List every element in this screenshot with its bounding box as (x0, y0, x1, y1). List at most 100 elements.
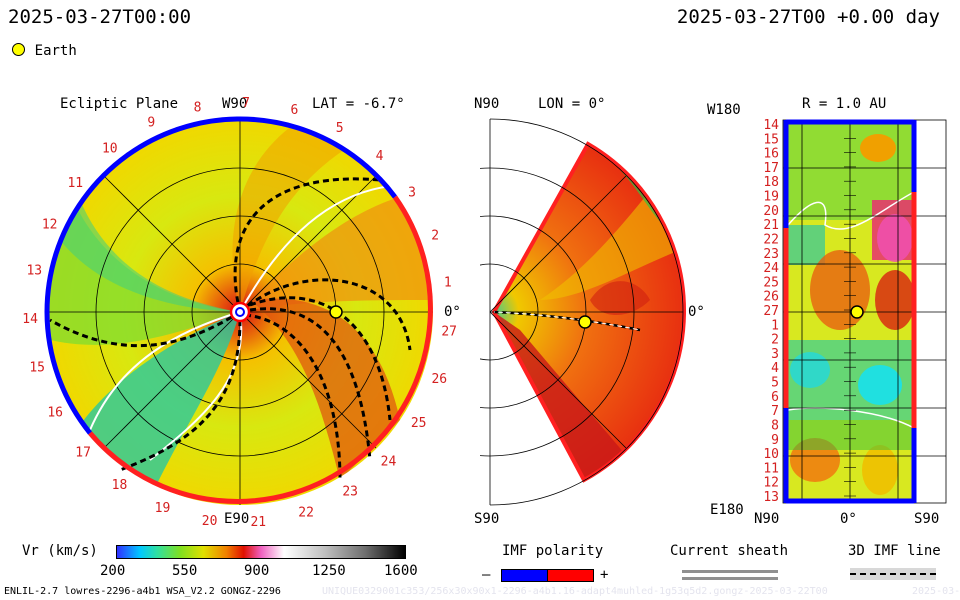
radial-sector-label: 6 (771, 390, 779, 405)
radial-sector-label: 14 (763, 118, 779, 133)
radial-sector-label: 21 (763, 218, 779, 233)
current-sheath-label: Current sheath (670, 543, 789, 559)
ecliptic-right-label: 0° (444, 304, 461, 320)
radial-sector-label: 24 (763, 261, 779, 276)
ecliptic-sector-label: 3 (408, 186, 416, 201)
ecliptic-sector-label: 7 (242, 96, 250, 111)
radial-sector-label: 7 (771, 404, 779, 419)
ecliptic-sector-label: 4 (376, 149, 384, 164)
ecliptic-sector-label: 6 (290, 103, 298, 118)
radial-bottom-n90: N90 (754, 511, 780, 527)
radial-sector-label: 3 (771, 347, 779, 362)
earth-marker-icon (12, 43, 25, 56)
meridional-plane-map (480, 118, 687, 506)
ecliptic-bottom-label: E90 (224, 511, 250, 527)
model-info: ENLIL-2.7 lowres-2296-a4b1 WSA_V2.2 GONG… (4, 586, 281, 597)
current-sheath-swatch-bottom (682, 577, 778, 580)
ecliptic-sector-label: 15 (29, 360, 45, 375)
lon-label: LON = 0° (538, 96, 606, 112)
lat-label: LAT = -6.7° (312, 96, 405, 112)
colorbar-tick-1250: 1250 (312, 563, 346, 579)
colorbar-tick-550: 550 (172, 563, 198, 579)
ecliptic-top-label: W90 (222, 96, 248, 112)
radial-sector-label: 22 (763, 233, 779, 248)
radial-sector-label: 11 (763, 461, 779, 476)
imf-polarity-plus: + (600, 567, 609, 583)
run-id-watermark: UNIQUE0329001c353/256x30x90x1-2296-a4b1.… (322, 586, 828, 597)
radial-bottom-0: 0° (840, 511, 857, 527)
radial-sector-label: 5 (771, 376, 779, 391)
ecliptic-sector-label: 17 (75, 446, 91, 461)
ecliptic-sector-label: 14 (22, 312, 38, 327)
earth-legend: Earth (12, 40, 77, 59)
ecliptic-sector-label: 13 (26, 264, 42, 279)
ecliptic-sector-label: 10 (102, 141, 118, 156)
timestamp-left: 2025-03-27T00:00 (8, 6, 192, 28)
ecliptic-sector-label: 5 (336, 121, 344, 136)
radial-map: 1415161718192021222324252627123456789101… (763, 118, 947, 505)
ecliptic-sector-label: 18 (112, 478, 128, 493)
radial-bottom-s90: S90 (914, 511, 940, 527)
ecliptic-sector-label: 19 (155, 501, 171, 516)
radial-sector-label: 16 (763, 147, 779, 162)
radial-sector-label: 26 (763, 290, 779, 305)
radial-top-left-label: W180 (707, 102, 741, 118)
colorbar-tick-900: 900 (244, 563, 270, 579)
ecliptic-sector-label: 11 (67, 176, 83, 191)
colorbar-tick-200: 200 (100, 563, 126, 579)
radial-sector-label: 15 (763, 132, 779, 147)
imf-polarity-negative-swatch (501, 569, 548, 582)
radial-sector-label: 2 (771, 333, 779, 348)
earth-marker-radial (850, 305, 864, 319)
velocity-colorbar (116, 545, 406, 559)
radial-sector-label: 27 (763, 304, 779, 319)
ecliptic-sector-label: 24 (381, 455, 397, 470)
radial-sector-label: 19 (763, 190, 779, 205)
ecliptic-sector-label: 27 (441, 324, 457, 339)
radial-bottom-left-label: E180 (710, 502, 744, 518)
ecliptic-sector-label: 16 (47, 406, 63, 421)
radial-sector-label: 8 (771, 419, 779, 434)
ecliptic-sector-label: 25 (411, 416, 427, 431)
colorbar-tick-1600: 1600 (384, 563, 418, 579)
meridional-top-label: N90 (474, 96, 500, 112)
colorbar-label: Vr (km/s) (22, 543, 98, 559)
ecliptic-sector-label: 9 (147, 116, 155, 131)
date-stamp-watermark: 2025-03-26 (912, 586, 960, 597)
imf-polarity-label: IMF polarity (502, 543, 604, 559)
imf-polarity-positive-swatch (547, 569, 594, 582)
ecliptic-sector-label: 20 (202, 514, 218, 529)
imf-polarity-minus: – (482, 567, 491, 583)
timestamp-right: 2025-03-27T00 +0.00 day (676, 6, 940, 28)
ecliptic-title: Ecliptic Plane (60, 96, 179, 112)
radius-label: R = 1.0 AU (802, 96, 887, 112)
radial-sector-label: 1 (771, 318, 779, 333)
imf-line-label: 3D IMF line (848, 543, 941, 559)
ecliptic-sector-label: 12 (42, 217, 58, 232)
ecliptic-sector-label: 1 (444, 276, 452, 291)
ecliptic-sector-label: 23 (342, 485, 358, 500)
radial-sector-label: 18 (763, 175, 779, 190)
ecliptic-sector-label: 26 (431, 372, 447, 387)
radial-sector-label: 9 (771, 433, 779, 448)
radial-sector-label: 17 (763, 161, 779, 176)
ecliptic-sector-label: 22 (298, 505, 314, 520)
radial-sector-label: 23 (763, 247, 779, 262)
earth-marker-ecliptic (329, 305, 343, 319)
radial-sector-label: 12 (763, 476, 779, 491)
radial-sector-label: 25 (763, 275, 779, 290)
meridional-bottom-label: S90 (474, 511, 500, 527)
radial-sector-label: 4 (771, 361, 779, 376)
earth-marker-meridional (578, 315, 592, 329)
current-sheath-swatch-top (682, 570, 778, 573)
radial-sector-label: 10 (763, 447, 779, 462)
earth-legend-label: Earth (34, 43, 77, 59)
radial-sector-label: 20 (763, 204, 779, 219)
radial-sector-label: 13 (763, 490, 779, 505)
ecliptic-sector-label: 2 (431, 229, 439, 244)
imf-line-swatch (850, 568, 936, 580)
ecliptic-sector-label: 8 (194, 100, 202, 115)
ecliptic-sector-label: 21 (250, 515, 266, 530)
meridional-right-label: 0° (688, 304, 705, 320)
